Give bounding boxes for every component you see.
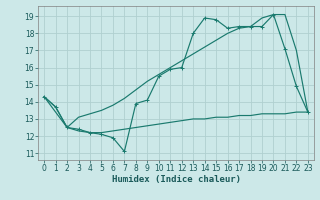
X-axis label: Humidex (Indice chaleur): Humidex (Indice chaleur): [111, 175, 241, 184]
